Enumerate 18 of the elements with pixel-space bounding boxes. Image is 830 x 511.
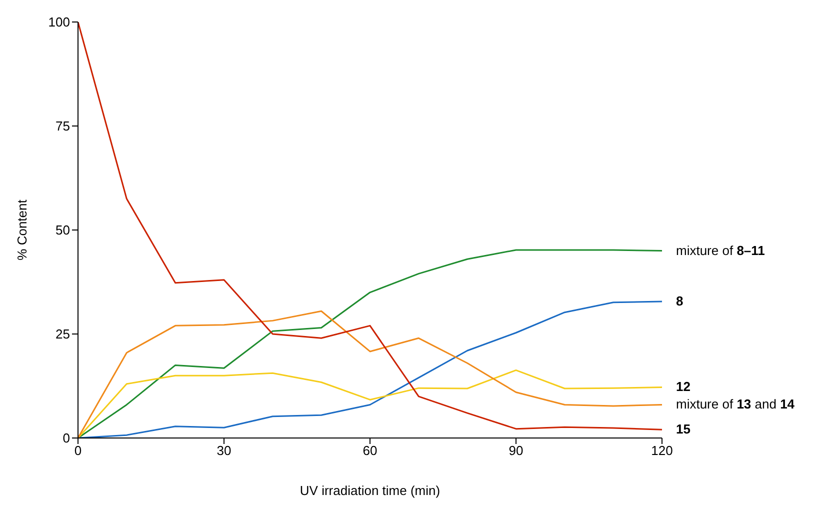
series-label: 15 bbox=[676, 422, 690, 437]
series-label: 12 bbox=[676, 379, 690, 394]
series-label: mixture of 8–11 bbox=[676, 242, 765, 258]
x-axis-title: UV irradiation time (min) bbox=[300, 483, 440, 498]
y-tick-label: 75 bbox=[56, 118, 70, 134]
y-tick-label: 100 bbox=[48, 14, 70, 30]
y-axis-title: % Content bbox=[14, 199, 30, 260]
x-tick-label: 120 bbox=[651, 443, 673, 458]
y-tick-label: 50 bbox=[56, 222, 70, 238]
x-tick-label: 30 bbox=[216, 443, 232, 458]
x-tick-label: 90 bbox=[508, 443, 524, 458]
x-tick-label: 0 bbox=[74, 443, 82, 458]
line-series bbox=[78, 22, 662, 430]
y-tick-label: 0 bbox=[62, 430, 70, 446]
x-tick-label: 60 bbox=[362, 443, 378, 458]
series-label: mixture of 13 and 14 bbox=[676, 396, 796, 412]
series-label: 8 bbox=[676, 294, 684, 309]
y-tick-label: 25 bbox=[56, 326, 70, 342]
